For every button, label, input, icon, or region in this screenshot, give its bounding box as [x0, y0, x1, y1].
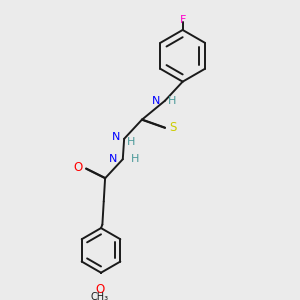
Text: H: H — [127, 136, 135, 146]
Text: N: N — [109, 154, 117, 164]
Text: H: H — [130, 154, 139, 164]
Text: O: O — [95, 283, 104, 296]
Text: F: F — [179, 15, 186, 26]
Text: O: O — [74, 161, 83, 174]
Text: CH₃: CH₃ — [91, 292, 109, 300]
Text: S: S — [169, 122, 176, 134]
Text: N: N — [152, 96, 160, 106]
Text: H: H — [168, 96, 176, 106]
Text: N: N — [112, 133, 120, 142]
